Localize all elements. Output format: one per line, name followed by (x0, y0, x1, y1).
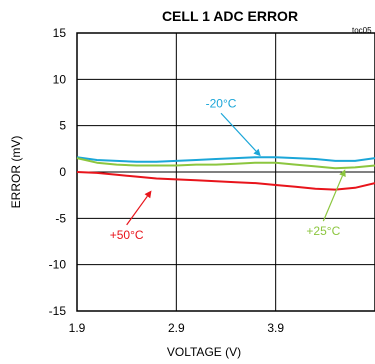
annotation-arrow (322, 175, 344, 222)
y-tick-label: 0 (59, 165, 66, 179)
annotation-arrowhead (253, 148, 261, 157)
annotation-arrow (126, 195, 148, 226)
y-tick-label: -5 (55, 211, 66, 225)
annotation-arrow (220, 112, 257, 152)
y-tick-label: 15 (53, 26, 67, 40)
grid (77, 33, 375, 311)
y-tick-label: -15 (49, 304, 67, 318)
series-line (76, 157, 375, 170)
annotation-label: +50°C (110, 228, 144, 242)
y-tick-label: -10 (49, 258, 67, 272)
chart-title: CELL 1 ADC ERROR (162, 8, 298, 24)
x-tick-label: 1.9 (69, 321, 86, 335)
x-axis-label: VOLTAGE (V) (167, 345, 241, 359)
x-tick-label: 2.9 (168, 321, 185, 335)
plot-area: -20°C +25°C +50°C (76, 32, 375, 312)
annotation-arrowhead (339, 169, 346, 178)
series-line (76, 171, 375, 191)
annotation-group: -20°C +25°C +50°C (102, 94, 348, 242)
figure-code: toc05 (352, 26, 372, 35)
annotation-label: +25°C (306, 224, 340, 238)
y-tick-label: 5 (59, 119, 66, 133)
y-axis-label: ERROR (mV) (9, 136, 23, 209)
x-axis-ticks: 1.9 2.9 3.9 (69, 321, 285, 335)
y-tick-label: 10 (53, 72, 67, 86)
series-group (76, 156, 375, 191)
annotation-label-bg (299, 222, 348, 239)
annotation-label-bg (197, 94, 246, 111)
y-axis-ticks: 15 10 5 0 -5 -10 -15 (49, 26, 67, 318)
x-tick-label: 3.9 (267, 321, 284, 335)
annotation-arrowhead (144, 190, 152, 199)
series-line (76, 156, 375, 163)
annotation-label: -20°C (206, 96, 237, 110)
annotation-label-bg (102, 225, 151, 242)
